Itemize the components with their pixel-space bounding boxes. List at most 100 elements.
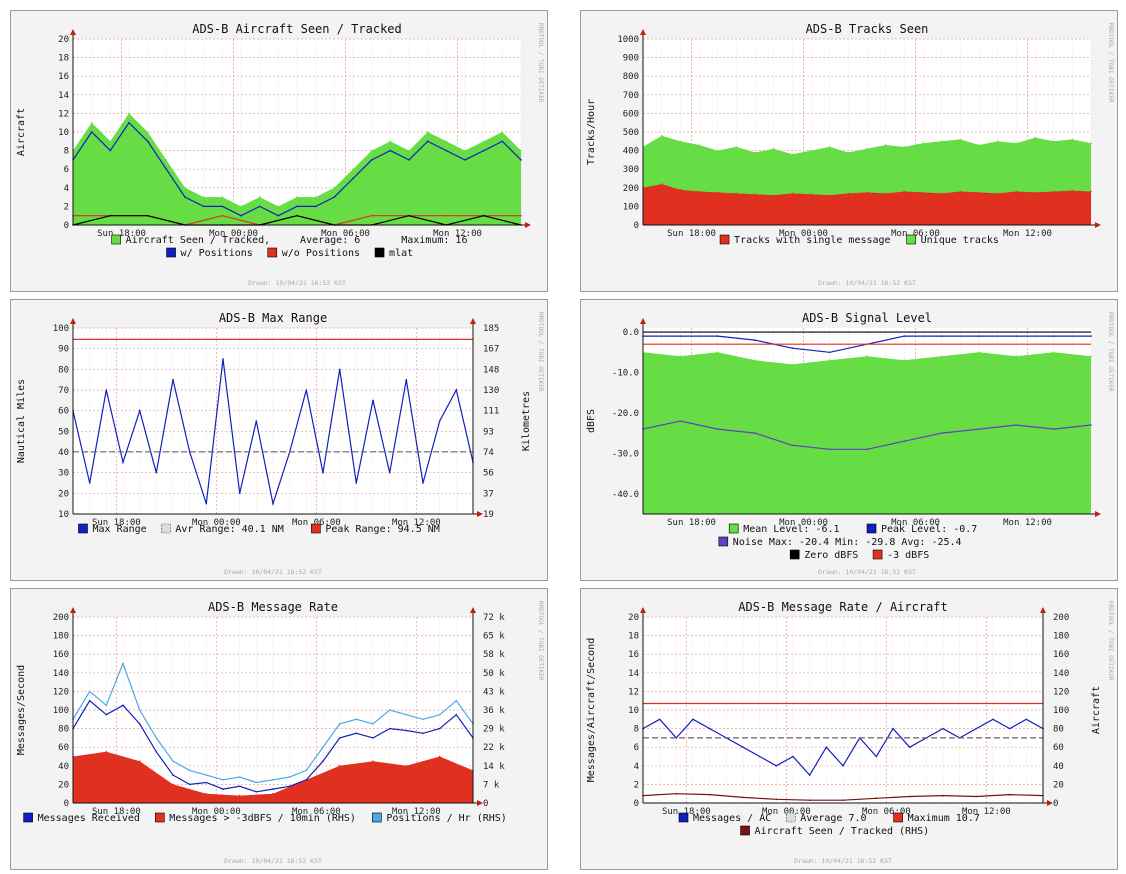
data-point <box>1008 793 1011 796</box>
data-point <box>172 760 174 762</box>
x-tick-label: Mon 06:00 <box>891 229 940 239</box>
x-tick-label: Mon 06:00 <box>292 518 341 528</box>
legend-swatch <box>786 812 796 823</box>
data-point <box>355 482 358 484</box>
y-tick-label: 140 <box>53 669 69 679</box>
legend-label: Messages / AC <box>693 813 771 824</box>
data-point <box>1052 335 1055 337</box>
legend-label: Unique tracks <box>921 235 999 246</box>
data-point <box>464 159 466 161</box>
data-point <box>221 196 224 198</box>
y-axis-arrow <box>640 607 646 613</box>
y-axis-label: Tracks/Hour <box>586 99 597 165</box>
data-point <box>272 788 274 790</box>
y-tick-label: -20.0 <box>612 409 639 419</box>
y-tick-label: -30.0 <box>612 449 639 459</box>
y-tick-label: 400 <box>623 147 639 157</box>
chart-panel-signal: -40.0 -30.0 -20.0 -10.0 0.0 Sun 18:00 Mon 00:0… <box>580 299 1118 581</box>
data-point <box>372 760 374 762</box>
data-point <box>438 727 441 730</box>
data-point <box>188 769 191 772</box>
data-point <box>903 335 906 337</box>
data-point <box>940 140 943 143</box>
data-point <box>277 205 280 208</box>
data-point <box>333 187 336 189</box>
y-right-axis-arrow <box>470 607 476 613</box>
data-point <box>277 214 280 217</box>
data-point <box>922 142 924 144</box>
data-point <box>146 131 149 133</box>
data-point <box>1090 355 1092 358</box>
data-point <box>338 765 341 767</box>
data-point <box>426 140 429 143</box>
drawn-footer: Drawn: 10/04/21 16:52 KST <box>248 279 346 287</box>
data-point <box>1015 424 1018 426</box>
vendor-label: RRDTOOL / TOBI OETIKER <box>537 312 544 392</box>
data-point <box>940 355 943 358</box>
data-point <box>975 727 978 730</box>
y-right-axis-arrow <box>1040 607 1046 613</box>
data-point <box>810 193 812 196</box>
x-axis-arrow <box>477 511 483 517</box>
legend-label: Noise Max: -20.4 Min: -29.8 Avg: -25.4 <box>733 537 962 548</box>
chart-signal-svg: -40.0 -30.0 -20.0 -10.0 0.0 Sun 18:00 Mon 00:0… <box>586 311 1114 576</box>
data-point <box>482 149 485 152</box>
data-point <box>88 482 91 484</box>
x-tick-label: Mon 06:00 <box>891 518 940 528</box>
y-tick-label: 900 <box>623 54 639 64</box>
y-tick-label: 20 <box>58 489 69 499</box>
data-point <box>305 769 308 772</box>
data-point <box>772 194 775 196</box>
legend-swatch <box>155 812 165 823</box>
y-right-tick-label: 43 k <box>483 687 505 697</box>
data-point <box>996 192 999 195</box>
y-tick-label: 90 <box>58 345 69 355</box>
data-point <box>355 732 358 735</box>
y-tick-label: 10 <box>628 706 639 716</box>
data-point <box>959 190 962 193</box>
data-point <box>679 355 682 358</box>
y-tick-label: 4 <box>64 184 69 194</box>
y-tick-label: 18 <box>58 54 69 64</box>
x-tick-label: Mon 00:00 <box>779 229 828 239</box>
data-point <box>792 755 794 758</box>
y-axis-arrow <box>640 318 646 324</box>
data-point <box>875 755 878 758</box>
data-point <box>109 140 112 143</box>
data-point <box>355 718 358 721</box>
data-point <box>138 760 141 762</box>
y-tick-label: 40 <box>58 762 69 772</box>
x-tick-label: Mon 00:00 <box>192 807 241 817</box>
y-axis-label: Messages/Second <box>16 665 27 755</box>
y-tick-label: 0 <box>64 799 69 809</box>
y-axis-label: Aircraft <box>16 108 27 156</box>
data-point <box>1090 190 1092 193</box>
data-point <box>903 190 906 193</box>
data-point <box>828 146 831 148</box>
y-right-tick-label: 148 <box>483 365 499 375</box>
data-point <box>296 196 298 198</box>
y-right-axis-label: Kilometres <box>521 391 532 451</box>
data-point <box>138 409 141 412</box>
y-tick-label: 0 <box>634 221 639 231</box>
y-tick-label: 20 <box>58 35 69 45</box>
data-point <box>338 368 341 371</box>
chart-title: ADS-B Message Rate <box>208 600 338 614</box>
x-tick-label: Mon 00:00 <box>779 518 828 528</box>
legend-label: -3 dBFS <box>887 550 929 561</box>
data-point <box>810 149 812 152</box>
y-right-tick-label: 180 <box>1053 632 1069 642</box>
data-point <box>482 140 485 143</box>
data-point <box>422 732 424 735</box>
data-point <box>426 131 429 133</box>
y-right-axis-label: Aircraft <box>1091 686 1102 734</box>
y-tick-label: 0 <box>64 221 69 231</box>
y-right-tick-label: 37 <box>483 489 494 499</box>
y-axis-label: Messages/Aircraft/Second <box>586 638 597 783</box>
legend-swatch <box>718 536 729 547</box>
data-point <box>372 723 374 725</box>
data-point <box>1090 142 1092 144</box>
legend-swatch <box>678 812 689 823</box>
legend-label: Peak Level: -0.7 <box>881 524 977 535</box>
data-point <box>978 335 980 337</box>
